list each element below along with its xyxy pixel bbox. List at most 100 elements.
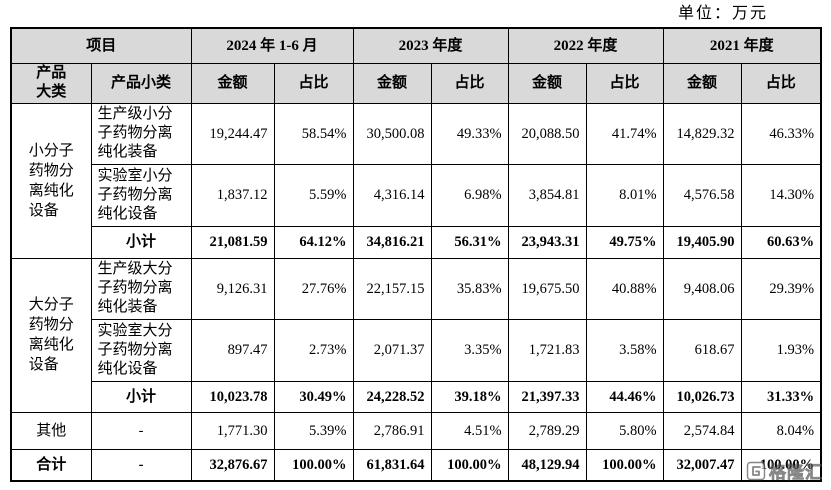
table-row: 实验室大分子药物分离纯化设备 897.47 2.73% 2,071.37 3.3… — [11, 318, 822, 382]
share-cell: 8.01% — [585, 163, 664, 227]
share-header: 占比 — [273, 62, 354, 104]
share-cell: 46.33% — [740, 102, 822, 165]
category-header: 产品大类 — [10, 62, 92, 104]
amount-cell: 48,129.94 — [507, 448, 587, 482]
amount-cell: 32,876.67 — [190, 448, 275, 482]
other-subcategory: - — [90, 411, 192, 450]
amount-cell: 10,023.78 — [190, 380, 275, 413]
share-cell: 2.73% — [273, 318, 354, 382]
amount-cell: 14,829.32 — [662, 102, 742, 165]
share-cell: 3.58% — [585, 318, 664, 382]
share-cell: 41.74% — [585, 102, 664, 165]
share-cell: 1.93% — [740, 318, 822, 382]
amount-cell: 3,854.81 — [507, 163, 587, 227]
header-row-columns: 产品大类 产品小类 金额 占比 金额 占比 金额 占比 金额 占比 — [10, 62, 822, 104]
share-cell: 5.80% — [585, 411, 664, 450]
share-cell: 14.30% — [740, 163, 822, 227]
period-header-2022: 2022 年度 — [507, 27, 664, 64]
share-cell: 6.98% — [430, 163, 509, 227]
share-cell: 39.18% — [430, 380, 509, 413]
category-label: 小分子药物分离纯化设备 — [28, 142, 74, 219]
amount-cell: 32,007.47 — [662, 448, 742, 482]
amount-cell: 2,574.84 — [662, 411, 742, 450]
amount-cell: 1,771.30 — [190, 411, 275, 450]
amount-cell: 9,408.06 — [662, 257, 742, 320]
category-cell: 小分子药物分离纯化设备 — [10, 102, 92, 259]
subcategory-label: 生产级大分子药物分离纯化装备 — [97, 261, 173, 315]
amount-cell: 23,943.31 — [507, 225, 587, 259]
period-header-2021: 2021 年度 — [662, 27, 822, 64]
item-header: 项目 — [10, 27, 192, 64]
subcategory-cell: 实验室小分子药物分离纯化设备 — [90, 163, 192, 227]
amount-cell: 19,675.50 — [507, 257, 587, 320]
amount-header: 金额 — [507, 62, 587, 104]
share-cell: 58.54% — [273, 102, 354, 165]
amount-cell: 9,126.31 — [190, 257, 275, 320]
amount-cell: 21,397.33 — [507, 380, 587, 413]
amount-cell: 2,071.37 — [352, 318, 432, 382]
amount-cell: 897.47 — [190, 318, 275, 382]
total-label: 合计 — [10, 448, 92, 482]
amount-cell: 2,786.91 — [352, 411, 432, 450]
period-header-2024-h1: 2024 年 1-6 月 — [190, 27, 354, 64]
category-header-label: 产品大类 — [36, 65, 67, 100]
share-cell: 49.75% — [585, 225, 664, 259]
table-row: 小分子药物分离纯化设备 生产级小分子药物分离纯化装备 19,244.47 58.… — [10, 102, 822, 259]
share-cell: 3.35% — [430, 318, 509, 382]
amount-header: 金额 — [190, 62, 275, 104]
share-cell: 60.63% — [740, 225, 822, 259]
share-header: 占比 — [585, 62, 664, 104]
header-row-periods: 项目 2024 年 1-6 月 2023 年度 2022 年度 2021 年度 — [10, 27, 822, 64]
revenue-by-product-table: 项目 2024 年 1-6 月 2023 年度 2022 年度 2021 年度 … — [10, 27, 823, 482]
subtotal-label: 小计 — [90, 380, 192, 413]
share-cell: 5.59% — [273, 163, 354, 227]
share-cell: 100.00% — [430, 448, 509, 482]
amount-header: 金额 — [662, 62, 742, 104]
share-cell: 31.33% — [740, 380, 822, 413]
amount-cell: 61,831.64 — [352, 448, 432, 482]
subcategory-label: 实验室大分子药物分离纯化设备 — [97, 322, 173, 377]
amount-cell: 2,789.29 — [507, 411, 587, 450]
share-header: 占比 — [430, 62, 509, 104]
subtotal-row: 小计 10,023.78 30.49% 24,228.52 39.18% 21,… — [11, 380, 822, 413]
share-cell: 5.39% — [273, 411, 354, 450]
unit-label: 单位：万元 — [678, 5, 769, 22]
amount-cell: 4,316.14 — [352, 163, 432, 227]
amount-cell: 34,816.21 — [352, 225, 432, 259]
subcategory-cell: 生产级大分子药物分离纯化装备 — [90, 257, 192, 320]
amount-cell: 1,837.12 — [190, 163, 275, 227]
share-cell: 49.33% — [430, 102, 509, 165]
share-header: 占比 — [740, 62, 822, 104]
amount-cell: 21,081.59 — [190, 225, 275, 259]
share-cell: 8.04% — [740, 411, 822, 450]
total-subcategory: - — [90, 448, 192, 482]
share-cell: 64.12% — [273, 225, 354, 259]
subtotal-label: 小计 — [90, 225, 192, 259]
share-cell: 27.76% — [273, 257, 354, 320]
category-label: 大分子药物分离纯化设备 — [28, 297, 74, 373]
share-cell: 35.83% — [430, 257, 509, 320]
amount-cell: 19,244.47 — [190, 102, 275, 165]
amount-cell: 22,157.15 — [352, 257, 432, 320]
share-cell: 29.39% — [740, 257, 822, 320]
amount-cell: 30,500.08 — [352, 102, 432, 165]
subcategory-cell: 实验室大分子药物分离纯化设备 — [90, 318, 192, 382]
subcategory-label: 实验室小分子药物分离纯化设备 — [97, 167, 173, 222]
subcategory-cell: 生产级小分子药物分离纯化装备 — [90, 102, 192, 165]
share-cell: 100.00% — [273, 448, 354, 482]
subcategory-label: 生产级小分子药物分离纯化装备 — [97, 106, 173, 160]
table-row: 实验室小分子药物分离纯化设备 1,837.12 5.59% 4,316.14 6… — [11, 163, 822, 227]
other-label: 其他 — [10, 411, 92, 450]
amount-cell: 1,721.83 — [507, 318, 587, 382]
share-cell: 100.00% — [740, 448, 822, 482]
amount-cell: 24,228.52 — [352, 380, 432, 413]
amount-header: 金额 — [352, 62, 432, 104]
subcategory-header: 产品小类 — [90, 62, 192, 104]
share-cell: 56.31% — [430, 225, 509, 259]
share-cell: 100.00% — [585, 448, 664, 482]
period-header-2023: 2023 年度 — [352, 27, 509, 64]
amount-cell: 19,405.90 — [662, 225, 742, 259]
total-row: 合计 - 32,876.67 100.00% 61,831.64 100.00%… — [10, 448, 822, 482]
other-row: 其他 - 1,771.30 5.39% 2,786.91 4.51% 2,789… — [10, 411, 822, 450]
table-row: 大分子药物分离纯化设备 生产级大分子药物分离纯化装备 9,126.31 27.7… — [10, 257, 822, 413]
